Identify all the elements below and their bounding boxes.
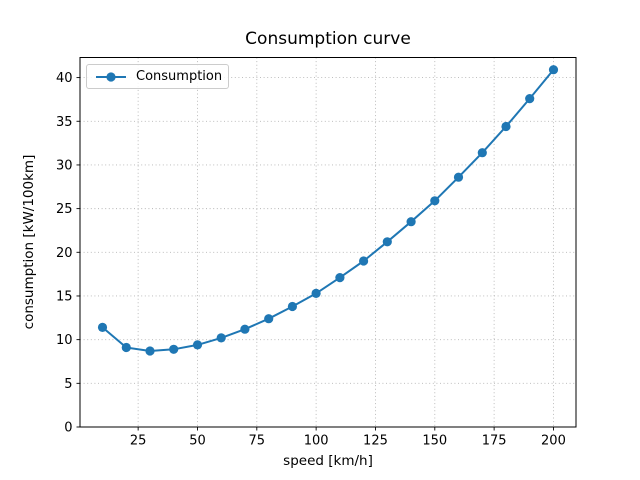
legend: Consumption (86, 64, 229, 89)
x-tick-label: 100 (304, 434, 329, 449)
data-point (216, 333, 226, 343)
x-tick-label: 75 (249, 434, 266, 449)
y-tick-label: 35 (56, 115, 73, 130)
consumption-line (101, 68, 555, 352)
data-point (121, 342, 131, 353)
data-point (548, 65, 559, 75)
data-point (145, 346, 155, 356)
y-tick-label: 5 (64, 377, 72, 392)
data-point (359, 256, 369, 266)
x-tick-label: 50 (189, 434, 206, 449)
chart-title: Consumption curve (245, 29, 411, 49)
data-point (192, 340, 203, 350)
y-tick-label: 10 (56, 333, 73, 348)
data-point (335, 273, 345, 283)
plot-border (79, 57, 577, 428)
y-tick-label: 40 (56, 71, 73, 86)
data-point (169, 344, 179, 354)
legend-marker-icon (106, 71, 116, 82)
y-tick-label: 30 (56, 159, 73, 174)
x-tick-label: 25 (130, 434, 147, 449)
data-point (264, 314, 274, 324)
x-tick-label: 125 (363, 434, 388, 449)
data-point (311, 288, 321, 298)
x-tick-label: 175 (482, 434, 507, 449)
data-point (501, 121, 511, 132)
data-point (453, 172, 464, 182)
x-tick-label: 150 (422, 434, 447, 449)
y-axis-label: consumption [kW/100km] (21, 154, 37, 330)
legend-label: Consumption (136, 69, 223, 84)
data-point (287, 301, 297, 312)
y-tick-label: 20 (56, 246, 73, 261)
data-point (477, 148, 487, 158)
legend-line-sample (96, 71, 126, 82)
data-point (525, 94, 535, 104)
data-point (406, 217, 416, 227)
x-axis-label: speed [km/h] (283, 453, 373, 469)
y-tick-label: 25 (56, 202, 73, 217)
data-point (97, 322, 108, 332)
x-tick-label: 200 (541, 434, 566, 449)
data-point (382, 237, 392, 247)
data-point (430, 196, 440, 206)
y-tick-label: 0 (64, 421, 72, 436)
y-tick-label: 15 (56, 290, 73, 305)
data-point (240, 324, 250, 334)
